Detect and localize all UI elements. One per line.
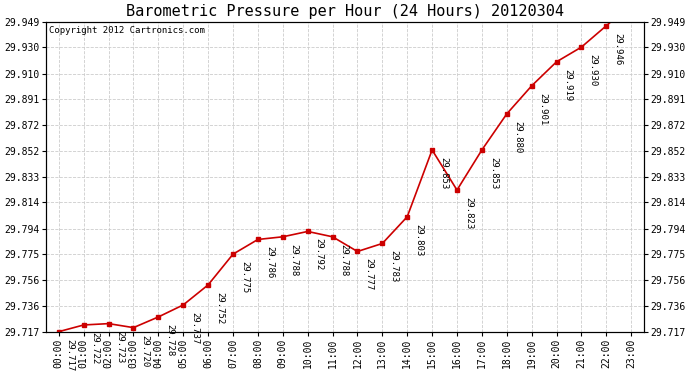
Text: 29.901: 29.901 — [539, 93, 548, 125]
Text: 29.823: 29.823 — [464, 197, 473, 229]
Text: 29.803: 29.803 — [414, 224, 423, 256]
Text: 29.788: 29.788 — [290, 244, 299, 276]
Text: 29.788: 29.788 — [339, 244, 348, 276]
Text: 29.853: 29.853 — [439, 157, 448, 189]
Text: 29.720: 29.720 — [140, 334, 150, 367]
Text: 29.728: 29.728 — [166, 324, 175, 356]
Text: Copyright 2012 Cartronics.com: Copyright 2012 Cartronics.com — [50, 26, 205, 35]
Text: 29.786: 29.786 — [265, 246, 274, 279]
Text: 29.752: 29.752 — [215, 292, 224, 324]
Text: 29.722: 29.722 — [90, 332, 99, 364]
Text: 29.777: 29.777 — [364, 258, 373, 291]
Text: 29.775: 29.775 — [240, 261, 249, 293]
Text: 29.717: 29.717 — [66, 339, 75, 371]
Text: 29.962: 29.962 — [0, 374, 1, 375]
Text: 29.853: 29.853 — [489, 157, 497, 189]
Text: 29.880: 29.880 — [514, 121, 523, 153]
Title: Barometric Pressure per Hour (24 Hours) 20120304: Barometric Pressure per Hour (24 Hours) … — [126, 4, 564, 19]
Text: 29.723: 29.723 — [115, 331, 124, 363]
Text: 29.737: 29.737 — [190, 312, 199, 344]
Text: 29.946: 29.946 — [613, 33, 622, 65]
Text: 29.919: 29.919 — [564, 69, 573, 101]
Text: 29.783: 29.783 — [389, 251, 398, 283]
Text: 29.792: 29.792 — [315, 238, 324, 271]
Text: 29.930: 29.930 — [589, 54, 598, 86]
